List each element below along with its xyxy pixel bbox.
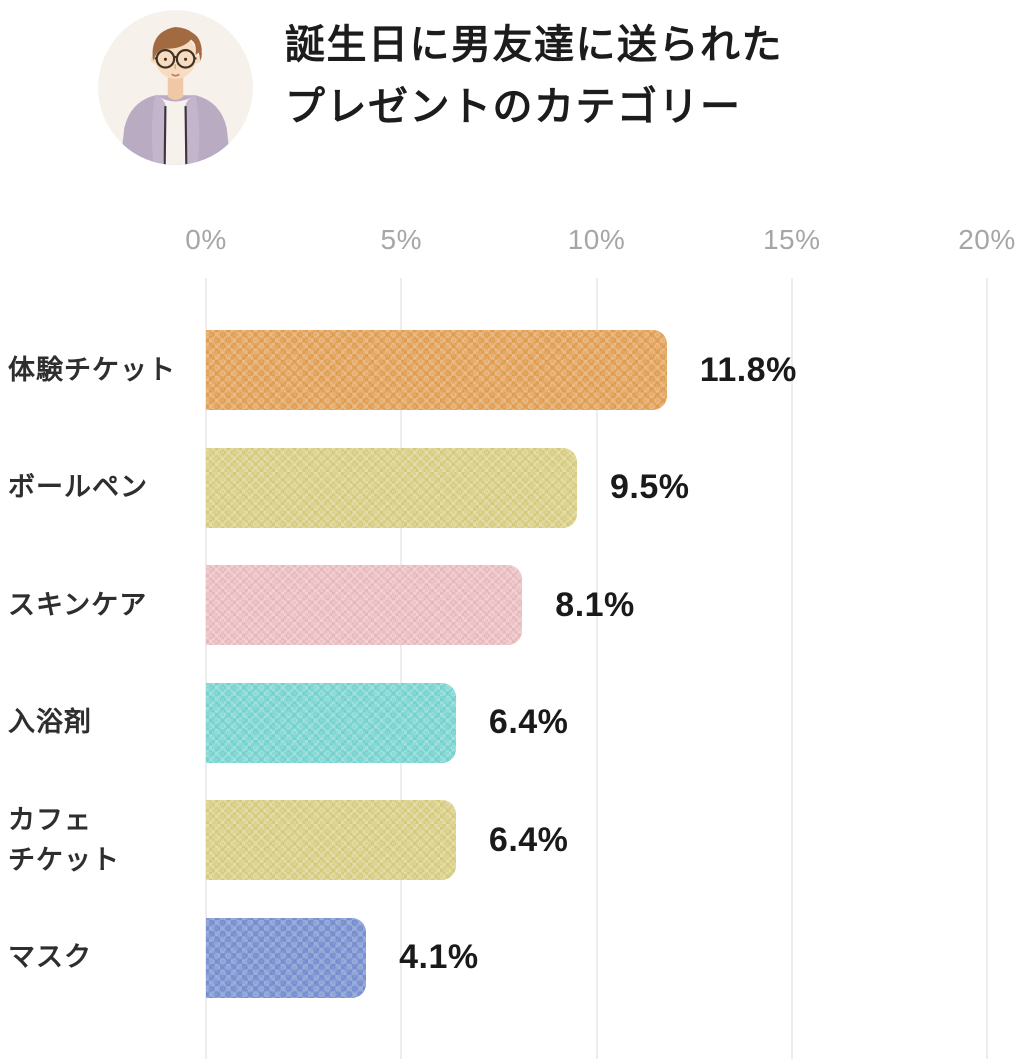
- bar: [206, 330, 667, 410]
- category-label: マスク: [8, 942, 92, 973]
- x-axis-tick: 5%: [380, 224, 422, 255]
- page-title-line1: 誕生日に男友達に送られた: [285, 23, 783, 67]
- category-label: スキンケア: [8, 589, 148, 620]
- gridline-5%: [400, 278, 403, 1059]
- avatar: [98, 10, 253, 165]
- value-label: 4.1%: [399, 938, 479, 976]
- bar: [206, 565, 523, 645]
- page-title-line2: プレゼントのカテゴリー: [285, 85, 742, 129]
- gridline-0%: [205, 278, 207, 1059]
- value-label: 9.5%: [609, 468, 690, 506]
- value-label: 6.4%: [488, 820, 569, 859]
- gridline-20%: [986, 278, 988, 1059]
- x-axis-tick: 20%: [958, 224, 1016, 255]
- value-label: 11.8%: [699, 350, 797, 389]
- bar: [206, 917, 367, 998]
- category-label: 入浴剤: [8, 707, 92, 738]
- x-axis-tick: 10%: [567, 224, 626, 255]
- bar: [206, 447, 577, 528]
- category-label: カフェ チケット: [8, 804, 120, 876]
- bar: [206, 800, 456, 880]
- category-label: 体験チケット: [8, 354, 176, 385]
- category-label: ボールペン: [8, 472, 148, 503]
- value-label: 8.1%: [555, 585, 635, 624]
- page-title: 誕生日に男友達に送られた プレゼントのカテゴリー: [285, 14, 783, 138]
- gridline-10%: [595, 278, 598, 1059]
- x-axis-tick: 0%: [185, 224, 227, 255]
- person-avatar-icon: [98, 10, 253, 165]
- bar: [206, 682, 456, 763]
- x-axis-tick: 15%: [762, 224, 821, 255]
- gridline-15%: [790, 278, 793, 1059]
- value-label: 6.4%: [488, 703, 569, 741]
